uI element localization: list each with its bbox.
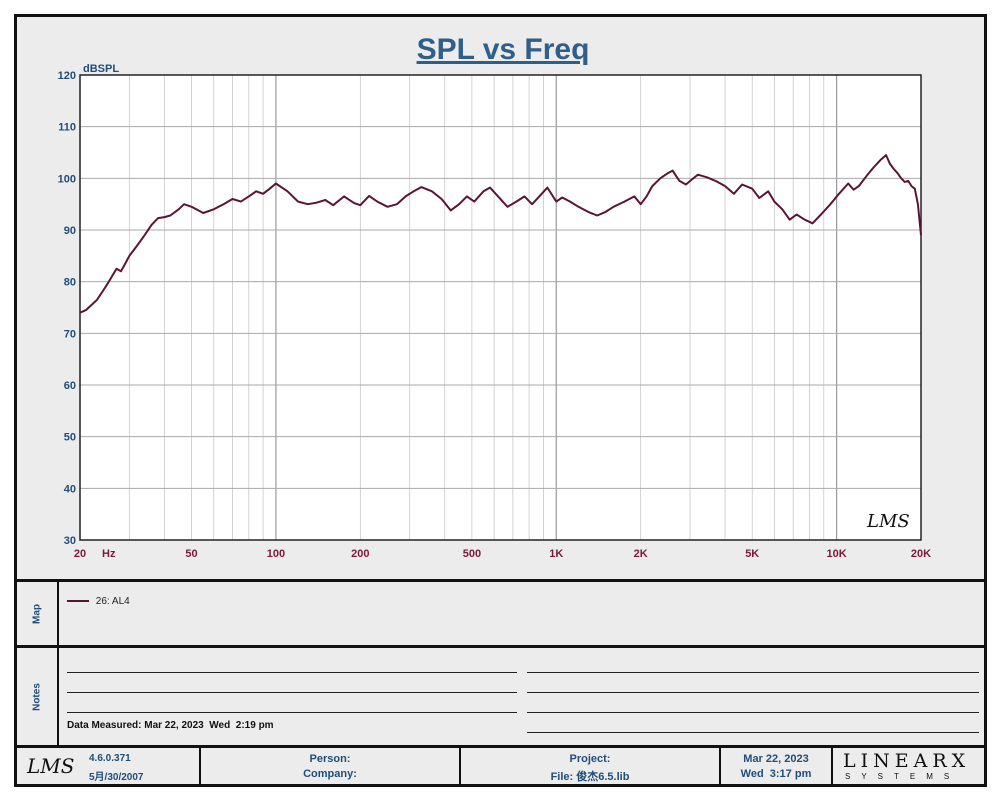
notes-line	[527, 732, 979, 733]
footer-person-cell: Person: Company:	[201, 748, 461, 784]
y-tick-label: 50	[64, 432, 76, 444]
y-tick-label: 40	[64, 483, 76, 495]
map-label: Map	[31, 603, 43, 624]
notes-section: Notes Data Measured: Mar 22, 2023 Wed 2:…	[17, 645, 984, 745]
y-tick-label: 110	[58, 122, 76, 134]
y-tick-label: 100	[58, 173, 76, 185]
plot-border	[79, 74, 922, 541]
x-tick-label: 10K	[827, 548, 847, 560]
linearx-brand: LINEARX	[843, 750, 971, 772]
footer: LMS 4.6.0.371 5月/30/2007 Person: Company…	[17, 745, 984, 784]
notes-label-cell: Notes	[17, 648, 59, 745]
tick-labels: 30 40 50 60 70 80 90 100 110 120 20 50 100 200 500 1K 2K…	[58, 70, 932, 560]
version-number: 4.6.0.371	[89, 753, 131, 764]
notes-line	[67, 692, 517, 693]
map-label-cell: Map	[17, 582, 59, 645]
notes-line	[67, 712, 517, 713]
x-tick-label: 500	[463, 548, 481, 560]
linearx-logo: LINEARX SYSTEMS	[833, 748, 984, 784]
linearx-systems: SYSTEMS	[845, 772, 961, 781]
x-tick-label: 2K	[634, 548, 648, 560]
map-section: Map 26: AL4	[17, 579, 984, 645]
legend-entry: 26: AL4	[67, 596, 130, 607]
x-tick-label: 200	[351, 548, 369, 560]
notes-line	[527, 712, 979, 713]
footer-version-cell: LMS 4.6.0.371 5月/30/2007	[17, 748, 201, 784]
spl-curve-26-al4	[79, 154, 922, 314]
notes-label: Notes	[31, 682, 43, 711]
y-tick-label: 60	[64, 380, 76, 392]
footer-time: Wed 3:17 pm	[740, 768, 812, 780]
x-tick-label: 1K	[549, 548, 563, 560]
company-label: Company:	[303, 768, 357, 780]
footer-date-cell: Mar 22, 2023 Wed 3:17 pm	[721, 748, 833, 784]
x-tick-label: 50	[185, 548, 197, 560]
person-label: Person:	[309, 753, 351, 765]
x-tick-label: 100	[267, 548, 285, 560]
footer-lms-logo: LMS	[27, 754, 75, 778]
spl-chart: SPL vs Freq dBSPL 30 40 50 60 70 80 90 100 110 12…	[58, 33, 932, 560]
legend-label: 26: AL4	[95, 596, 130, 607]
x-axis-unit: Hz	[102, 548, 116, 560]
notes-line	[527, 672, 979, 673]
footer-project-cell: Project: File: 俊杰6.5.lib	[461, 748, 721, 784]
version-date: 5月/30/2007	[89, 772, 144, 783]
project-label: Project:	[569, 753, 611, 765]
y-axis-label: dBSPL	[83, 63, 119, 75]
plot-background	[80, 75, 921, 540]
y-tick-label: 120	[58, 70, 76, 82]
y-tick-label: 80	[64, 277, 76, 289]
grid	[79, 74, 922, 541]
y-tick-label: 30	[64, 535, 76, 547]
data-measured-text: Data Measured: Mar 22, 2023 Wed 2:19 pm	[67, 720, 274, 731]
y-tick-label: 70	[64, 328, 76, 340]
footer-date: Mar 22, 2023	[743, 753, 809, 765]
lms-watermark: LMS	[866, 511, 910, 532]
x-tick-label: 20K	[911, 548, 931, 560]
chart-title: SPL vs Freq	[417, 33, 590, 66]
report-frame: SPL vs Freq dBSPL 30 40 50 60 70 80 90 100 110 12…	[14, 14, 987, 787]
notes-line	[527, 692, 979, 693]
file-label: File: 俊杰6.5.lib	[550, 771, 630, 783]
notes-line	[67, 672, 517, 673]
legend-line-swatch	[67, 600, 89, 603]
x-tick-label: 5K	[745, 548, 759, 560]
y-tick-label: 90	[64, 225, 76, 237]
x-tick-label: 20	[74, 548, 86, 560]
